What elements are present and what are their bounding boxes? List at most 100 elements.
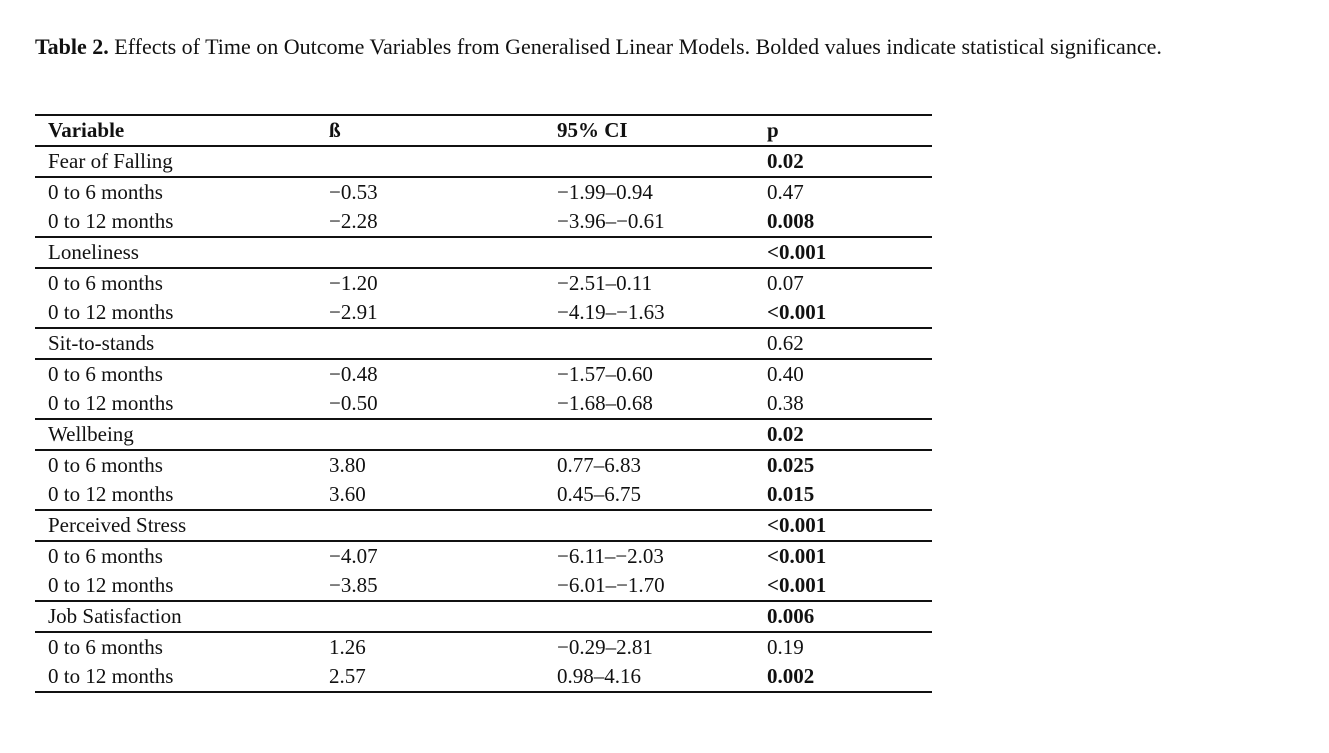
ci-cell — [544, 510, 754, 541]
data-row: 0 to 6 months −1.20 −2.51–0.11 0.07 — [35, 268, 932, 298]
beta-cell: −2.28 — [329, 209, 378, 233]
variable-cell: 0 to 6 months — [48, 544, 163, 568]
data-row: 0 to 12 months −2.91 −4.19–−1.63 <0.001 — [35, 298, 932, 328]
p-cell: <0.001 — [767, 573, 827, 597]
variable-cell: 0 to 6 months — [48, 362, 163, 386]
beta-cell — [316, 419, 544, 450]
ci-cell: −4.19–−1.63 — [557, 300, 665, 324]
beta-cell — [316, 328, 544, 359]
group-row: Perceived Stress <0.001 — [35, 510, 932, 541]
data-row: 0 to 12 months 2.57 0.98–4.16 0.002 — [35, 662, 932, 692]
ci-cell: 0.77–6.83 — [557, 453, 641, 477]
variable-cell: Perceived Stress — [48, 513, 187, 537]
beta-cell: −2.91 — [329, 300, 378, 324]
ci-cell: −6.01–−1.70 — [557, 573, 665, 597]
variable-cell: 0 to 12 months — [48, 573, 174, 597]
variable-cell: 0 to 12 months — [48, 209, 174, 233]
p-cell: 0.02 — [767, 149, 804, 173]
variable-cell: Wellbeing — [48, 422, 134, 446]
caption: Table 2. Effects of Time on Outcome Vari… — [35, 28, 1297, 65]
p-cell: 0.38 — [767, 391, 804, 415]
ci-cell — [544, 601, 754, 632]
variable-cell: Fear of Falling — [48, 149, 173, 173]
data-row: 0 to 12 months −0.50 −1.68–0.68 0.38 — [35, 389, 932, 419]
beta-cell: 3.80 — [329, 453, 366, 477]
group-row: Job Satisfaction 0.006 — [35, 601, 932, 632]
group-row: Fear of Falling 0.02 — [35, 146, 932, 177]
p-cell: 0.19 — [767, 635, 804, 659]
data-row: 0 to 12 months −3.85 −6.01–−1.70 <0.001 — [35, 571, 932, 601]
p-cell: 0.008 — [767, 209, 815, 233]
ci-cell: −1.68–0.68 — [557, 391, 653, 415]
ci-cell: −1.99–0.94 — [557, 180, 653, 204]
data-row: 0 to 6 months 3.80 0.77–6.83 0.025 — [35, 450, 932, 480]
header-cell: 95% CI — [557, 118, 628, 142]
p-cell: 0.07 — [767, 271, 804, 295]
beta-cell: −1.20 — [329, 271, 378, 295]
table-body: Fear of Falling 0.02 0 to 6 months −0.53 −1.… — [35, 146, 932, 692]
beta-cell — [316, 237, 544, 268]
header-cell: ß — [329, 118, 341, 142]
header-row: Variable ß 95% CI p — [35, 115, 932, 146]
data-row: 0 to 6 months −0.48 −1.57–0.60 0.40 — [35, 359, 932, 389]
variable-cell: 0 to 12 months — [48, 482, 174, 506]
p-cell: 0.47 — [767, 180, 804, 204]
ci-cell: −6.11–−2.03 — [557, 544, 664, 568]
data-row: 0 to 6 months −4.07 −6.11–−2.03 <0.001 — [35, 541, 932, 571]
ci-cell: 0.98–4.16 — [557, 664, 641, 688]
ci-cell: −2.51–0.11 — [557, 271, 653, 295]
variable-cell: 0 to 12 months — [48, 664, 174, 688]
table: Variable ß 95% CI p Fear of Falling 0.02 0… — [35, 114, 932, 693]
ci-cell: −0.29–2.81 — [557, 635, 653, 659]
ci-cell: −3.96–−0.61 — [557, 209, 665, 233]
variable-cell: Sit-to-stands — [48, 331, 155, 355]
variable-cell: 0 to 12 months — [48, 391, 174, 415]
beta-cell: −3.85 — [329, 573, 378, 597]
p-cell: <0.001 — [767, 240, 827, 264]
ci-cell — [544, 328, 754, 359]
p-cell: 0.02 — [767, 422, 804, 446]
beta-cell: 1.26 — [329, 635, 366, 659]
header-cell: Variable — [48, 118, 125, 142]
group-row: Sit-to-stands 0.62 — [35, 328, 932, 359]
p-cell: 0.006 — [767, 604, 815, 628]
group-row: Wellbeing 0.02 — [35, 419, 932, 450]
ci-cell — [544, 237, 754, 268]
p-cell: <0.001 — [767, 300, 827, 324]
beta-cell: 3.60 — [329, 482, 366, 506]
ci-cell: 0.45–6.75 — [557, 482, 641, 506]
beta-cell — [316, 510, 544, 541]
ci-cell — [544, 419, 754, 450]
p-cell: <0.001 — [767, 544, 827, 568]
beta-cell: −4.07 — [329, 544, 378, 568]
variable-cell: 0 to 6 months — [48, 180, 163, 204]
caption-label: Table 2. — [35, 34, 109, 59]
beta-cell: 2.57 — [329, 664, 366, 688]
caption-text: Effects of Time on Outcome Variables fro… — [114, 34, 1162, 59]
p-cell: 0.025 — [767, 453, 815, 477]
data-row: 0 to 12 months −2.28 −3.96–−0.61 0.008 — [35, 207, 932, 237]
data-row: 0 to 12 months 3.60 0.45–6.75 0.015 — [35, 480, 932, 510]
beta-cell: −0.50 — [329, 391, 378, 415]
variable-cell: 0 to 6 months — [48, 453, 163, 477]
p-cell: 0.015 — [767, 482, 815, 506]
variable-cell: 0 to 6 months — [48, 271, 163, 295]
group-row: Loneliness <0.001 — [35, 237, 932, 268]
ci-cell: −1.57–0.60 — [557, 362, 653, 386]
p-cell: 0.002 — [767, 664, 815, 688]
beta-cell — [316, 146, 544, 177]
variable-cell: 0 to 6 months — [48, 635, 163, 659]
variable-cell: Loneliness — [48, 240, 139, 264]
ci-cell — [544, 146, 754, 177]
header-cell: p — [767, 118, 779, 142]
variable-cell: Job Satisfaction — [48, 604, 182, 628]
p-cell: 0.62 — [767, 331, 804, 355]
data-row: 0 to 6 months 1.26 −0.29–2.81 0.19 — [35, 632, 932, 662]
p-cell: 0.40 — [767, 362, 804, 386]
beta-cell: −0.53 — [329, 180, 378, 204]
beta-cell — [316, 601, 544, 632]
variable-cell: 0 to 12 months — [48, 300, 174, 324]
beta-cell: −0.48 — [329, 362, 378, 386]
p-cell: <0.001 — [767, 513, 827, 537]
